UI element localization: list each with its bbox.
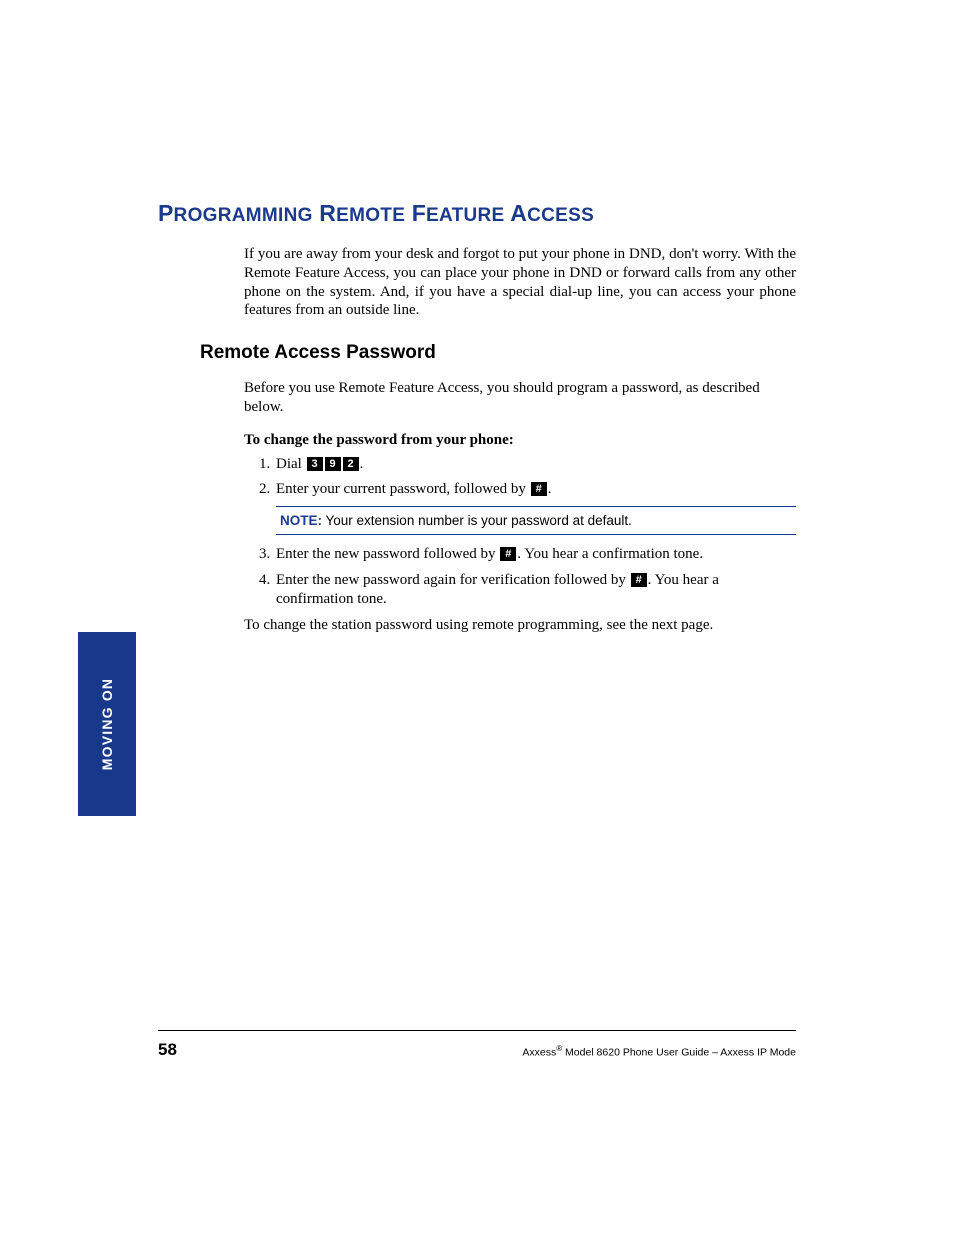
section-heading: PROGRAMMING REMOTE FEATURE ACCESS bbox=[158, 200, 796, 227]
heading-word4-rest: CCESS bbox=[527, 205, 594, 226]
key-hash-icon: # bbox=[500, 547, 516, 561]
note-text: Your extension number is your password a… bbox=[322, 513, 632, 528]
closing-paragraph: To change the station password using rem… bbox=[244, 616, 796, 635]
note-box: NOTE: Your extension number is your pass… bbox=[276, 506, 796, 536]
sub-intro-paragraph: Before you use Remote Feature Access, yo… bbox=[244, 379, 796, 417]
content-column: PROGRAMMING REMOTE FEATURE ACCESS If you… bbox=[158, 200, 796, 649]
heading-word3-rest: EATURE bbox=[426, 205, 505, 226]
step-1: Dial 392. bbox=[274, 455, 796, 475]
heading-word4-cap: A bbox=[510, 200, 527, 226]
step-1-prefix: Dial bbox=[276, 456, 306, 472]
step-3-suffix: . You hear a confirmation tone. bbox=[517, 546, 703, 562]
step-3: Enter the new password followed by #. Yo… bbox=[274, 545, 796, 565]
heading-word3-cap: F bbox=[412, 200, 426, 226]
key-3-icon: 3 bbox=[307, 457, 323, 471]
step-4-prefix: Enter the new password again for verific… bbox=[276, 572, 630, 588]
key-2-icon: 2 bbox=[343, 457, 359, 471]
document-page: PROGRAMMING REMOTE FEATURE ACCESS If you… bbox=[0, 0, 954, 1235]
side-tab-label: MOVING ON bbox=[99, 678, 115, 770]
footer-brand: Axxess bbox=[522, 1047, 556, 1059]
footer-rule bbox=[158, 1030, 796, 1031]
step-4: Enter the new password again for verific… bbox=[274, 571, 796, 610]
key-9-icon: 9 bbox=[325, 457, 341, 471]
step-2-prefix: Enter your current password, followed by bbox=[276, 481, 530, 497]
key-hash-icon: # bbox=[631, 573, 647, 587]
heading-word1-rest: ROGRAMMING bbox=[174, 205, 313, 226]
section-side-tab: MOVING ON bbox=[78, 632, 136, 816]
intro-paragraph: If you are away from your desk and forgo… bbox=[244, 245, 796, 320]
heading-word2-rest: EMOTE bbox=[336, 205, 405, 226]
steps-list: Dial 392. Enter your current password, f… bbox=[244, 455, 796, 610]
subsection-heading: Remote Access Password bbox=[200, 342, 796, 364]
footer-text: Axxess® Model 8620 Phone User Guide – Ax… bbox=[522, 1044, 796, 1059]
heading-word2-cap: R bbox=[319, 200, 336, 226]
step-2: Enter your current password, followed by… bbox=[274, 480, 796, 535]
step-2-suffix: . bbox=[548, 481, 552, 497]
heading-word1-cap: P bbox=[158, 200, 174, 226]
key-hash-icon: # bbox=[531, 482, 547, 496]
instruction-lead: To change the password from your phone: bbox=[244, 432, 796, 449]
note-label: NOTE: bbox=[280, 513, 322, 528]
page-number: 58 bbox=[158, 1040, 177, 1060]
step-1-suffix: . bbox=[360, 456, 364, 472]
step-3-prefix: Enter the new password followed by bbox=[276, 546, 499, 562]
footer-rest: Model 8620 Phone User Guide – Axxess IP … bbox=[562, 1047, 796, 1059]
